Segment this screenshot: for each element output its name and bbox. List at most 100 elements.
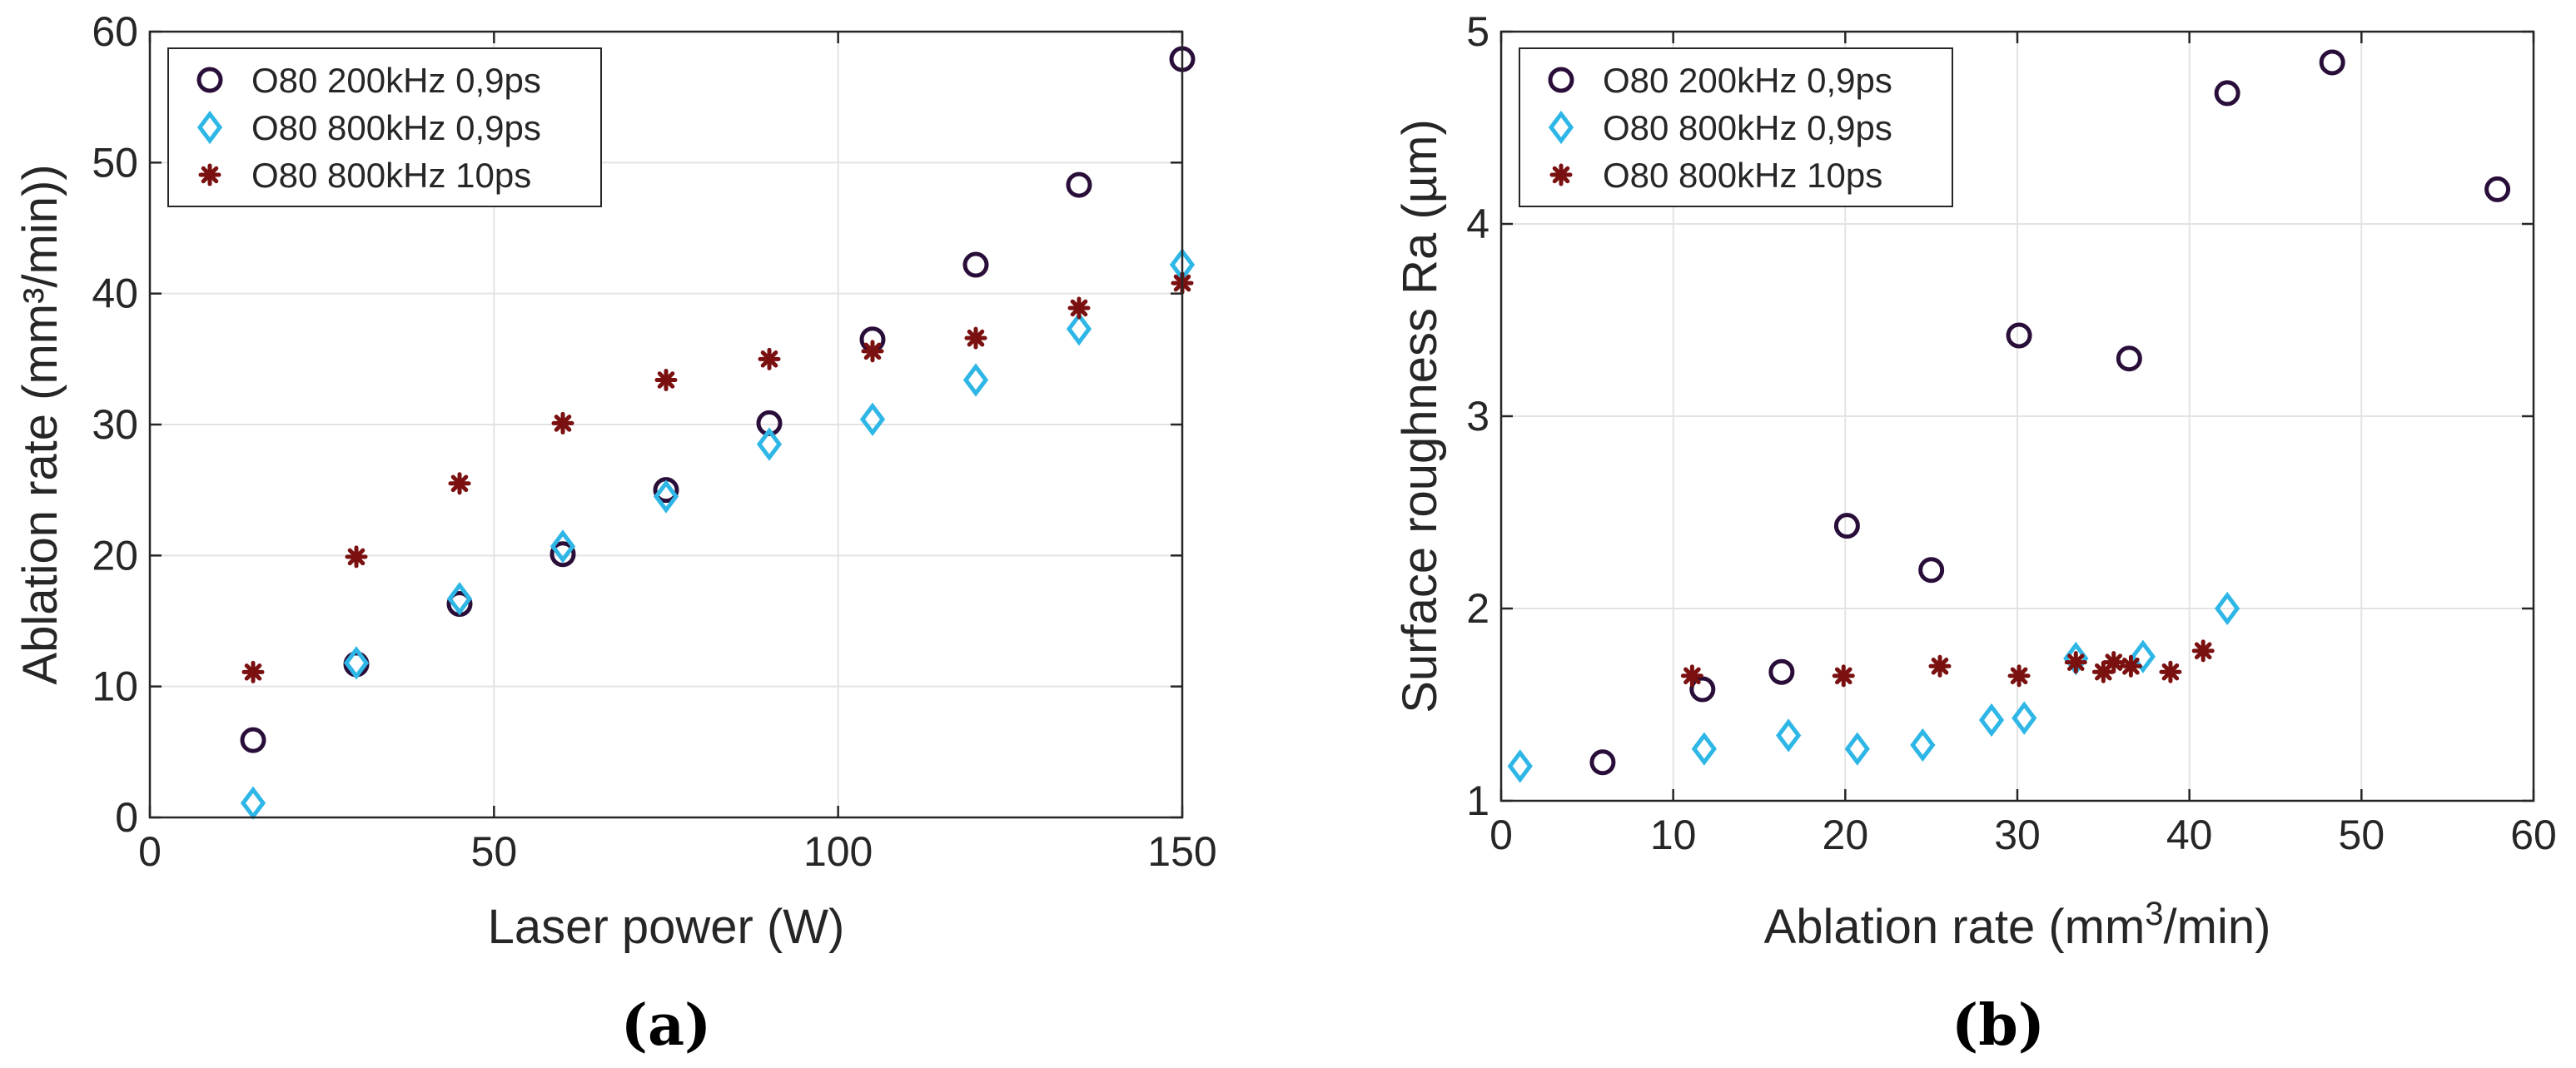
panel-a-data-point (758, 347, 781, 370)
panel-b-x-tick-label: 40 (2166, 812, 2213, 858)
asterisk-stroke (554, 415, 572, 432)
panel-a-legend-marker (196, 67, 223, 93)
panel-b-data-point (2159, 660, 2182, 683)
asterisk-stroke (2066, 653, 2085, 671)
panel-a-legend: O80 200kHz 0,9ps O80 800kHz 0,9ps O80 800k… (167, 47, 602, 207)
panel-b-x-axis-label-sup: 3 (2145, 896, 2163, 932)
panel-b-y-axis-label: Surface roughness Ra (µm) (1393, 119, 1447, 713)
panel-b-data-point (2214, 80, 2240, 107)
panel-b-chart: 0 10 20 30 40 50 60 1 2 3 4 5 O80 200kHz 0,9ps O80 8… (1393, 8, 2557, 1059)
panel-a-label: (a) (621, 992, 711, 1059)
asterisk-stroke (450, 474, 469, 493)
panel-b-data-point (2130, 639, 2156, 673)
panel-a-data-point (964, 326, 987, 350)
panel-a-data-point (446, 582, 473, 616)
asterisk-stroke (1931, 658, 1949, 675)
panel-b-data-point (1928, 654, 1952, 678)
panel-b-x-tick-label: 60 (2510, 812, 2557, 858)
panel-a-legend-entry: O80 800kHz 0,9ps (251, 108, 541, 147)
panel-a-data-point (1066, 311, 1092, 346)
panel-b-data-point (2116, 345, 2142, 372)
panel-a-x-axis-label: Laser power (W) (488, 900, 845, 954)
panel-b-data-point (1680, 664, 1703, 688)
asterisk-stroke (2161, 663, 2180, 681)
panel-b-data-point (2012, 701, 2037, 735)
panel-b-data-point (1689, 676, 1716, 703)
panel-a-data-point (1067, 296, 1091, 320)
asterisk-stroke (2010, 667, 2028, 685)
panel-b-series-2 (1680, 639, 2215, 688)
panel-b-data-point (2006, 322, 2032, 349)
panel-b-y-tick-label: 2 (1466, 585, 1489, 632)
panel-b-data-point (1832, 664, 1855, 688)
panel-b-data-point (2119, 654, 2142, 678)
panel-b-data-point (2007, 664, 2031, 688)
panel-a-data-point (240, 786, 266, 820)
panel-a-x-tick-label: 50 (471, 828, 518, 875)
panel-a-data-point (654, 369, 678, 392)
asterisk-stroke (201, 166, 219, 184)
panel-a-data-point (448, 472, 471, 495)
panel-b-x-tick-label: 50 (2339, 812, 2385, 858)
panel-a-x-tick-label: 150 (1147, 828, 1216, 875)
panel-a-y-tick-label: 0 (115, 794, 138, 841)
panel-b-data-point (1978, 703, 2005, 738)
panel-b-legend-entry: O80 200kHz 0,9ps (1603, 61, 1892, 100)
panel-a-y-tick-label: 30 (92, 401, 138, 448)
panel-b-data-point (1918, 557, 1945, 584)
panel-b-data-point (2064, 651, 2087, 674)
panel-b-legend-entry: O80 800kHz 10ps (1603, 156, 1882, 195)
panel-a-data-point (345, 545, 368, 569)
asterisk-stroke (244, 663, 262, 681)
panel-a-data-point (653, 477, 679, 504)
panel-a-data-point (240, 727, 266, 753)
panel-b-data-point (2319, 49, 2345, 76)
panel-b-data-point (2215, 591, 2240, 626)
panel-a-data-point (962, 363, 989, 397)
panel-a-data-point (859, 402, 886, 436)
panel-b-data-point (1768, 658, 1795, 685)
panel-b-x-axis-label-tail: /min) (2164, 900, 2271, 954)
panel-a-legend-box (167, 47, 602, 207)
asterisk-stroke (2105, 653, 2123, 671)
panel-b-data-point (1691, 732, 1717, 766)
asterisk-stroke (1070, 299, 1088, 317)
panel-b-data-point (1507, 749, 1533, 783)
panel-b-axes: 0 10 20 30 40 50 60 1 2 3 4 5 (1466, 8, 2557, 858)
asterisk-stroke (1834, 667, 1852, 685)
panel-a-data-point (550, 529, 576, 564)
panel-a-data-point (653, 479, 679, 514)
panel-b-legend-box (1519, 47, 1953, 207)
panel-b-x-axis-label: Ablation rate (mm3/min) (1764, 896, 2271, 954)
panel-b-legend-marker (1548, 110, 1574, 145)
asterisk-stroke (2194, 642, 2212, 660)
panel-a-y-tick-label: 40 (92, 271, 138, 317)
panel-a-series-2 (241, 271, 1194, 683)
panel-a-legend-marker (196, 110, 223, 145)
panel-b-y-tick-label: 1 (1466, 777, 1489, 824)
panel-a-data-point (551, 411, 574, 435)
panel-b-y-tick-label: 4 (1466, 201, 1489, 247)
asterisk-stroke (863, 342, 882, 360)
panel-b-x-tick-label: 20 (1823, 812, 1869, 858)
panel-a-x-tick-label: 100 (803, 828, 873, 875)
panel-b-data-point (2484, 176, 2511, 202)
panel-a-data-point (241, 660, 265, 683)
panel-a-series-1 (240, 247, 1196, 820)
panel-b-data-point (1776, 718, 1802, 753)
panel-a-data-point (343, 646, 370, 680)
asterisk-stroke (760, 350, 778, 368)
asterisk-stroke (1552, 166, 1570, 184)
panel-b-data-point (1833, 513, 1860, 539)
panel-a-legend-entry: O80 800kHz 10ps (251, 156, 531, 195)
panel-a-axes: 0 50 100 150 0 10 20 30 40 50 60 (92, 8, 1216, 875)
panel-a-y-tick-label: 20 (92, 532, 138, 579)
panel-b-legend-marker (1548, 67, 1574, 93)
panel-a-data-point (1066, 171, 1092, 198)
panel-b-data-point (1910, 728, 1936, 763)
panel-b-x-tick-label: 10 (1650, 812, 1697, 858)
panel-a-data-point (861, 340, 884, 363)
panel-b-x-tick-label: 0 (1489, 812, 1513, 858)
panel-b-legend: O80 200kHz 0,9ps O80 800kHz 0,9ps O80 800k… (1519, 47, 1953, 207)
